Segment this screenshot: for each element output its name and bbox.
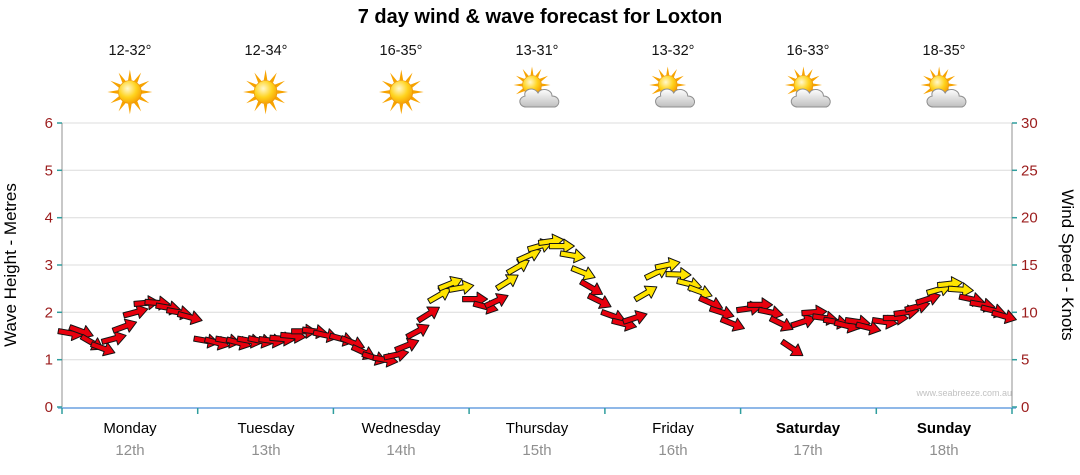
wind-arrow [991,309,1017,325]
day-label: Sunday 18th [876,419,1012,459]
day-name: Friday [652,420,694,437]
wind-arrow [719,316,745,332]
wind-arrow [416,306,440,324]
day-date: 12th [115,442,145,459]
cloud-icon [519,88,560,108]
day-label: Thursday 15th [469,419,605,459]
left-tick-label: 1 [45,352,53,369]
wind-arrow [394,337,420,353]
day-date: 15th [522,442,552,459]
wind-arrow [665,267,692,283]
day-header: 16-35° [333,42,469,60]
wind-arrow [90,341,116,357]
sun-icon [378,69,424,115]
sun-cloud-icon [649,66,696,108]
sun-icon [243,69,288,115]
day-label: Friday 16th [605,419,741,459]
watermark: www.seabreeze.com.au [916,388,1012,398]
left-tick-label: 5 [45,162,53,179]
wind-arrow [483,293,509,309]
day-date: 17th [793,442,823,459]
day-header: 16-33° [740,42,876,60]
wind-arrow [559,248,586,264]
day-date: 13th [251,442,281,459]
right-tick-label: 5 [1021,352,1029,369]
left-tick-label: 2 [45,304,53,321]
wind-arrow [405,323,430,340]
left-axis-title: Wave Height - Metres [1,183,20,347]
cloud-icon [790,88,831,108]
day-header: 13-32° [605,42,741,60]
day-header: 13-31° [469,42,605,60]
left-tick-label: 6 [45,115,53,132]
right-tick-label: 20 [1021,210,1038,227]
wind-arrow [495,274,519,292]
cloud-icon [655,88,696,108]
day-label: Tuesday 13th [198,419,334,459]
right-tick-label: 0 [1021,399,1029,416]
day-name: Tuesday [237,420,295,437]
right-axis-title: Wind Speed - Knots [1058,189,1077,340]
day-name: Monday [103,420,157,437]
wind-arrow [570,265,596,281]
day-header: 18-35° [876,42,1012,60]
day-name: Sunday [916,420,972,437]
day-temp-range: 18-35° [922,43,966,59]
wind-arrow [780,338,804,357]
wind-arrow [708,305,735,321]
wind-arrow [654,257,681,272]
sun-cloud-icon [513,66,560,108]
day-temp-range: 13-32° [651,43,695,59]
wind-arrow [448,279,475,295]
wind-arrow [947,282,974,298]
wind-arrow [122,304,149,319]
right-tick-label: 15 [1021,257,1038,274]
wind-arrow [586,292,612,309]
wind-arrow [790,313,816,329]
day-temp-range: 16-35° [379,43,423,59]
day-temp-range: 16-33° [786,43,830,59]
day-name: Thursday [505,420,569,437]
day-header: 12-32° [62,42,198,60]
day-label: Monday 12th [62,419,198,459]
day-label: Wednesday 14th [333,419,469,459]
page-title: 7 day wind & wave forecast for Loxton [357,6,723,28]
left-tick-label: 4 [45,210,53,227]
wind-arrow [621,310,648,325]
day-date: 14th [386,442,416,459]
wind-arrow [176,310,203,326]
wind-arrow [548,238,575,254]
day-date: 16th [658,442,688,459]
cloud-icon [926,88,967,108]
right-tick-label: 25 [1021,162,1038,179]
right-tick-label: 10 [1021,304,1038,321]
wind-arrow [768,315,794,332]
day-label: Saturday 17th [740,419,876,459]
day-name: Wednesday [361,420,441,437]
day-date: 18th [929,442,959,459]
day-temp-range: 12-32° [108,43,152,59]
sun-cloud-icon [920,66,967,108]
day-header: 12-34° [198,42,334,60]
sun-icon [107,69,153,115]
wind-arrow [579,278,604,296]
wind-arrow [633,285,658,303]
wind-arrow [855,320,882,336]
left-tick-label: 3 [45,257,53,274]
sun-cloud-icon [784,66,831,108]
wind-arrow [757,305,784,321]
day-temp-range: 13-31° [515,43,559,59]
wind-arrow [111,318,138,334]
left-tick-label: 0 [45,399,53,416]
wind-arrow [100,330,127,346]
right-tick-label: 30 [1021,115,1038,132]
day-name: Saturday [775,420,841,437]
day-temp-range: 12-34° [244,43,288,59]
